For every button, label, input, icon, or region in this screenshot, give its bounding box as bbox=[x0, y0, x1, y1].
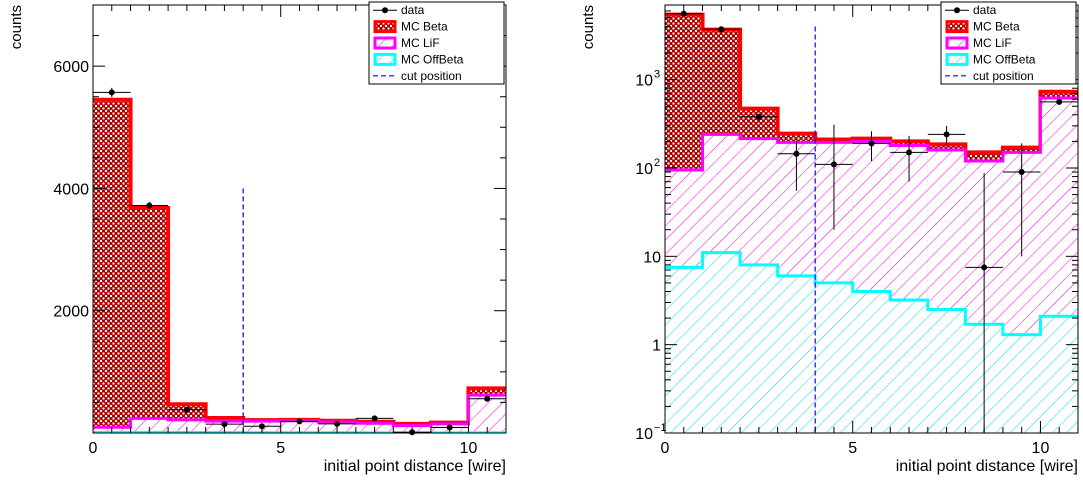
plot-area-2 bbox=[665, 12, 1078, 433]
legend-label: MC OffBeta bbox=[973, 52, 1036, 66]
legend-mc-beta-swatch bbox=[373, 20, 397, 34]
x-axis-label: initial point distance [wire] bbox=[324, 458, 506, 475]
mc-lif-line bbox=[93, 393, 506, 429]
y-tick-exponent: 2 bbox=[654, 157, 660, 169]
data-point bbox=[296, 418, 303, 425]
data-point bbox=[183, 406, 190, 413]
legend-label: MC OffBeta bbox=[401, 52, 464, 66]
data-point bbox=[868, 140, 875, 147]
y-tick-label: 10 bbox=[635, 73, 653, 90]
mc-offbeta-bar bbox=[665, 267, 703, 433]
legend-data-marker bbox=[382, 7, 388, 14]
mc-offbeta-bar bbox=[702, 252, 741, 433]
legend-label: MC Beta bbox=[973, 20, 1020, 34]
legend-mc-beta-swatch bbox=[945, 20, 969, 34]
legend: data MC Beta MC LiF MC OffBeta cut position bbox=[368, 1, 505, 85]
mc-beta-bar bbox=[93, 99, 131, 433]
mc-lif-line bbox=[665, 96, 1078, 172]
plot-area-1 bbox=[93, 97, 506, 433]
legend-label: MC Beta bbox=[401, 20, 448, 34]
legend-label: cut position bbox=[973, 69, 1034, 83]
legend-label: data bbox=[973, 3, 997, 17]
y-axis-label: counts bbox=[8, 5, 25, 49]
x-tick-label: 5 bbox=[848, 440, 857, 457]
legend-mc-lif-swatch bbox=[945, 36, 969, 50]
data-point bbox=[906, 149, 913, 156]
y-tick-label: 10 bbox=[635, 426, 653, 443]
mc-offbeta-bar bbox=[1040, 316, 1078, 433]
mc-beta-bar bbox=[130, 207, 169, 433]
mc-offbeta-bar bbox=[740, 264, 778, 433]
legend-mc-offbeta-swatch bbox=[373, 52, 397, 66]
y-tick-label: 2000 bbox=[53, 304, 89, 321]
y-axis-label: counts bbox=[580, 5, 597, 49]
data-point bbox=[943, 131, 950, 138]
data-point bbox=[258, 423, 265, 430]
y-tick-exponent: 3 bbox=[654, 69, 660, 81]
x-tick-label: 0 bbox=[661, 440, 670, 457]
x-axis-label: initial point distance [wire] bbox=[896, 458, 1078, 475]
y-tick-label: 10 bbox=[635, 161, 653, 178]
mc-lif-bar bbox=[280, 420, 319, 433]
data-point bbox=[334, 420, 341, 427]
legend-mc-lif-swatch bbox=[373, 36, 397, 50]
legend-label: cut position bbox=[401, 69, 462, 83]
y-tick-label: 1 bbox=[652, 338, 661, 355]
x-tick-label: 5 bbox=[276, 440, 285, 457]
legend-label: MC LiF bbox=[973, 36, 1012, 50]
data-point bbox=[755, 113, 762, 120]
data-point bbox=[830, 161, 837, 168]
data-point bbox=[718, 26, 725, 33]
legend-label: MC LiF bbox=[401, 36, 440, 50]
mc-offbeta-bar bbox=[890, 300, 928, 433]
mc-offbeta-bar bbox=[777, 275, 816, 433]
legend: data MC Beta MC LiF MC OffBeta cut position bbox=[940, 1, 1077, 85]
mc-offbeta-bar bbox=[1002, 334, 1041, 433]
mc-offbeta-bar bbox=[852, 291, 891, 433]
y-tick-label: 10 bbox=[643, 249, 661, 266]
mc-lif-bar bbox=[130, 418, 169, 433]
mc-lif-bar bbox=[168, 419, 206, 433]
y-tick-exponent: −1 bbox=[654, 422, 667, 434]
data-point bbox=[680, 10, 687, 17]
x-tick-label: 10 bbox=[1032, 440, 1050, 457]
data-point bbox=[371, 415, 378, 422]
data-point bbox=[1018, 169, 1025, 176]
data-point bbox=[981, 264, 988, 271]
data-point bbox=[146, 202, 153, 209]
legend-mc-offbeta-swatch bbox=[945, 52, 969, 66]
data-point bbox=[221, 421, 228, 428]
y-tick-label: 4000 bbox=[53, 181, 89, 198]
y-tick-label: 6000 bbox=[53, 59, 89, 76]
x-tick-label: 10 bbox=[460, 440, 478, 457]
data-point bbox=[1056, 98, 1063, 105]
legend-label: data bbox=[401, 3, 425, 17]
mc-offbeta-bar bbox=[927, 309, 966, 433]
data-point bbox=[793, 150, 800, 157]
mc-offbeta-bar bbox=[815, 282, 853, 433]
data-point bbox=[108, 89, 115, 96]
legend-data-marker bbox=[954, 7, 960, 14]
mc-offbeta-line bbox=[665, 251, 1078, 337]
data-point bbox=[484, 395, 491, 402]
x-tick-label: 0 bbox=[89, 440, 98, 457]
